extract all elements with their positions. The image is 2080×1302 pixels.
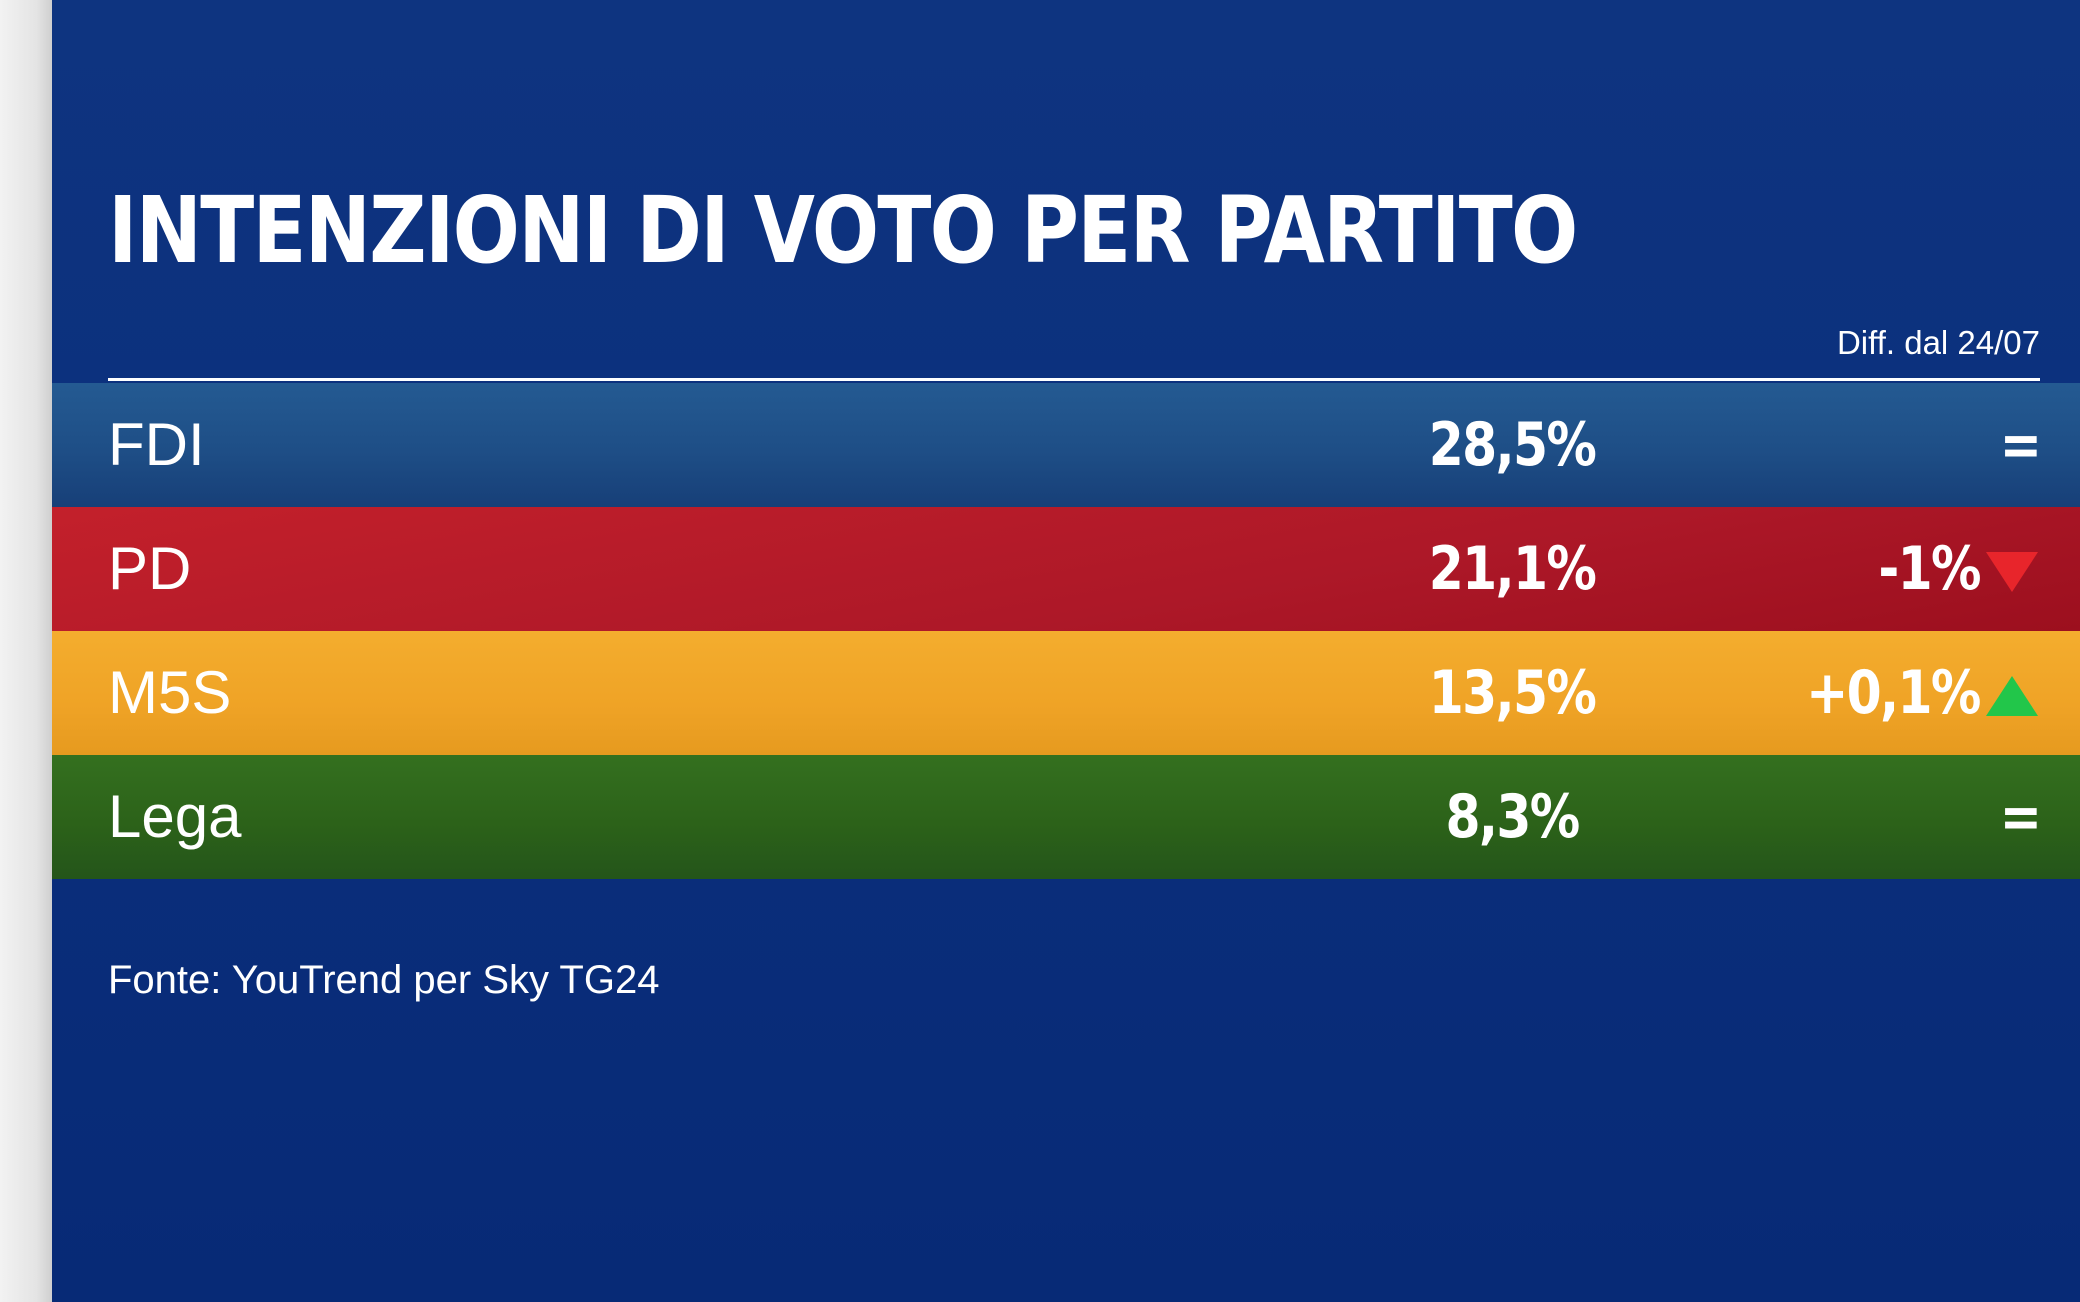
- table-row-fdi: FDI 28,5% =: [52, 383, 2080, 507]
- party-value: 8,3%: [1445, 782, 1580, 852]
- header-divider: [108, 378, 2040, 381]
- party-name: PD: [108, 535, 192, 602]
- party-diff: +0,1%: [1806, 658, 1981, 728]
- table-row-lega: Lega 8,3% =: [52, 755, 2080, 879]
- table-row-m5s: M5S 13,5% +0,1%: [52, 631, 2080, 755]
- party-value: 28,5%: [1428, 410, 1597, 480]
- diff-column-header: Diff. dal 24/07: [1836, 324, 2040, 361]
- party-value: 21,1%: [1428, 534, 1597, 604]
- party-value: 13,5%: [1428, 658, 1597, 728]
- left-edge-strip: [0, 0, 52, 1302]
- source-note: Fonte: YouTrend per Sky TG24: [108, 958, 660, 1002]
- chart-title: INTENZIONI DI VOTO PER PARTITO: [108, 177, 1578, 284]
- table-row-pd: PD 21,1% -1%: [52, 507, 2080, 631]
- trend-down-icon: [1986, 552, 2038, 592]
- party-diff: -1%: [1878, 534, 1982, 604]
- party-name: FDI: [108, 411, 205, 478]
- party-name: M5S: [108, 659, 232, 726]
- trend-up-icon: [1986, 676, 2038, 716]
- party-table: FDI 28,5% = PD 21,1% -1% M5S 13,5% +0,1%…: [52, 383, 2080, 879]
- party-diff: =: [1999, 410, 2041, 480]
- party-name: Lega: [108, 783, 242, 850]
- party-diff: =: [1999, 782, 2041, 852]
